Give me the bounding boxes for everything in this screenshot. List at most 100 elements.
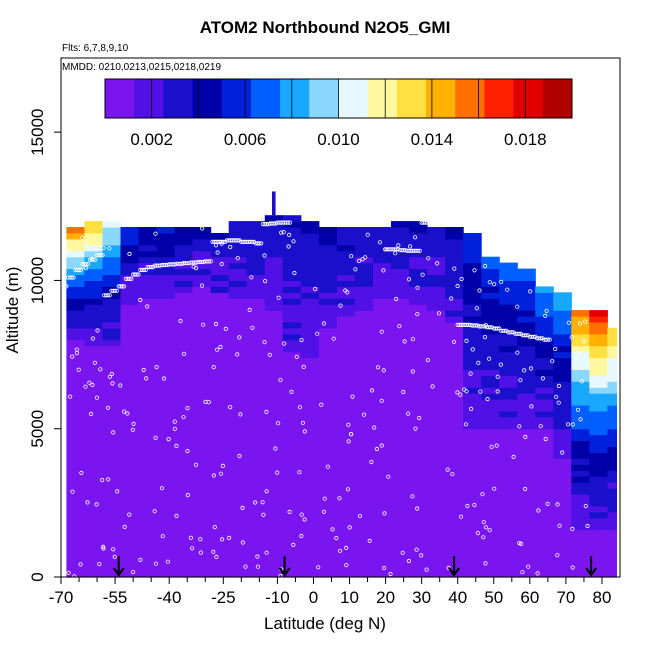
heatmap-cell (120, 369, 140, 376)
heatmap-cell (409, 262, 428, 270)
heatmap-cell (354, 363, 374, 370)
heatmap-cell (354, 452, 374, 459)
heatmap-cell (174, 505, 194, 513)
heatmap-cell (517, 523, 536, 531)
heatmap-cell (427, 280, 446, 287)
heatmap-cell (300, 458, 320, 465)
heatmap-cell (228, 316, 248, 323)
heatmap-cell (156, 393, 176, 400)
heatmap-cell (120, 482, 140, 489)
heatmap-cell (499, 363, 518, 370)
heatmap-cell (336, 333, 356, 341)
heatmap-cell (463, 399, 482, 406)
heatmap-cell (228, 327, 248, 335)
heatmap-cell (120, 280, 140, 287)
heatmap-cell (84, 238, 103, 246)
heatmap-cell (138, 476, 158, 483)
x-tick-label: 0 (309, 588, 318, 607)
heatmap-cell (607, 422, 617, 430)
colorbar-segment (105, 79, 135, 118)
heatmap-cell (517, 452, 536, 459)
heatmap-cell (409, 292, 428, 299)
heatmap-cell (156, 529, 176, 536)
heatmap-cell (607, 464, 617, 471)
heatmap-cell (282, 339, 302, 347)
heatmap-cell (571, 345, 590, 353)
heatmap-cell (481, 446, 500, 453)
heatmap-cell (120, 494, 140, 501)
sample-point (301, 364, 306, 369)
heatmap-cell (553, 476, 572, 483)
heatmap-cell (391, 452, 410, 459)
heatmap-cell (409, 559, 428, 566)
heatmap-cell (336, 535, 356, 542)
heatmap-cell (66, 227, 85, 234)
heatmap-cell (138, 494, 158, 501)
heatmap-cell (138, 452, 158, 459)
heatmap-cell (84, 375, 103, 382)
sample-point (199, 283, 205, 288)
sample-point (517, 424, 522, 429)
heatmap-cell (138, 434, 158, 442)
heatmap-cell (120, 458, 140, 465)
heatmap-cell (373, 250, 392, 258)
heatmap-cell (481, 440, 500, 448)
heatmap-cell (138, 511, 158, 519)
heatmap-cell (120, 304, 140, 311)
heatmap-cell (463, 494, 482, 501)
heatmap-cell (336, 565, 356, 572)
track-point (208, 259, 213, 264)
heatmap-cell (571, 505, 590, 513)
heatmap-cell (192, 351, 212, 359)
sample-point (101, 546, 106, 551)
sample-point (566, 320, 571, 325)
heatmap-cell (138, 464, 158, 471)
heatmap-cell (499, 345, 518, 353)
heatmap-cell (228, 363, 248, 370)
heatmap-cell (553, 494, 572, 501)
heatmap-cell (427, 375, 446, 382)
heatmap-cell (192, 559, 212, 566)
heatmap-cell (84, 351, 103, 359)
heatmap-cell (553, 363, 572, 370)
heatmap-cell (589, 494, 608, 501)
heatmap-cell (282, 286, 302, 293)
heatmap-cell (84, 547, 103, 554)
ascent-marker-head (585, 567, 597, 577)
heatmap-cell (318, 321, 338, 329)
heatmap-cell (391, 369, 410, 376)
sample-point (538, 424, 543, 429)
heatmap-cell (517, 351, 536, 359)
heatmap-cell (427, 310, 446, 317)
sample-point (200, 226, 205, 231)
heatmap-cell (535, 505, 554, 513)
heatmap-cell (571, 405, 590, 412)
heatmap-cell (427, 238, 446, 246)
heatmap-cell (499, 470, 518, 477)
sample-point (111, 547, 116, 552)
heatmap-cell (481, 458, 500, 465)
heatmap-cell (174, 363, 194, 370)
sample-point (379, 329, 384, 334)
heatmap-cell (318, 511, 338, 519)
heatmap-cell (481, 452, 500, 459)
sample-point (468, 371, 473, 376)
sample-point (465, 503, 470, 509)
sample-point (365, 232, 370, 237)
sample-point (83, 242, 88, 247)
heatmap-cell (391, 458, 410, 465)
heatmap-cell (138, 458, 158, 465)
heatmap-cell (391, 488, 410, 495)
heatmap-cell (391, 298, 410, 305)
heatmap-cell (445, 339, 464, 347)
heatmap-cell (517, 470, 536, 477)
heatmap-cell (300, 416, 320, 424)
heatmap-cell (210, 405, 230, 412)
sample-point (401, 389, 406, 395)
sample-point (87, 380, 92, 385)
heatmap-cell (409, 571, 428, 578)
heatmap-cell (138, 250, 158, 258)
heatmap-cell (300, 499, 320, 507)
heatmap-cell (354, 488, 374, 495)
sample-point (346, 422, 351, 427)
